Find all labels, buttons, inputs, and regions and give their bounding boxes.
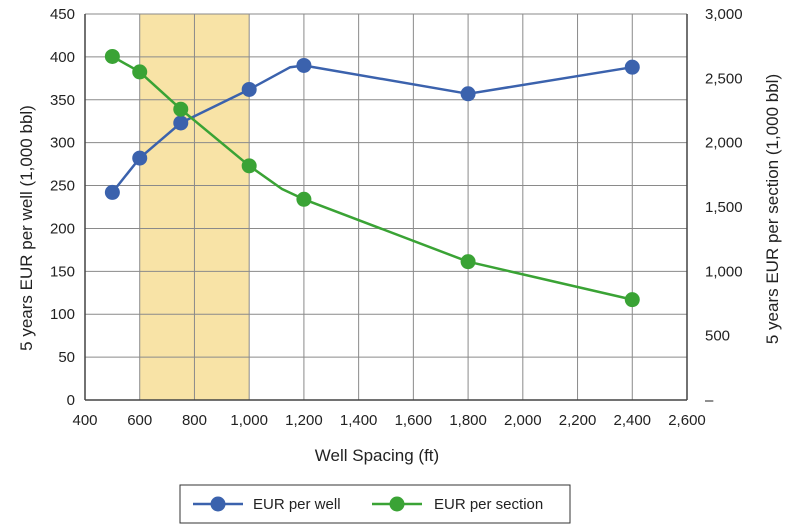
series-layer — [104, 48, 640, 308]
data-point — [460, 86, 476, 102]
x-tick-label: 2,000 — [504, 412, 542, 429]
data-point — [624, 59, 640, 75]
data-point — [624, 292, 640, 308]
legend: EUR per well EUR per section — [179, 484, 571, 524]
data-point — [132, 150, 148, 166]
legend-label: EUR per well — [253, 496, 341, 513]
x-tick-label: 2,400 — [613, 412, 651, 429]
legend-swatch-marker — [389, 496, 405, 512]
legend-label: EUR per section — [434, 496, 543, 513]
data-point — [241, 81, 257, 97]
data-point — [173, 101, 189, 117]
y-left-tick-label: 300 — [50, 135, 75, 152]
y-left-tick-label: 400 — [50, 49, 75, 66]
legend-swatch-marker — [210, 496, 226, 512]
data-point — [173, 115, 189, 131]
data-point — [104, 48, 120, 64]
data-point — [132, 64, 148, 80]
x-tick-label: 1,600 — [395, 412, 433, 429]
x-tick-label: 600 — [127, 412, 152, 429]
series-line — [111, 55, 633, 301]
y-right-tick-label: – — [705, 392, 714, 409]
y-right-tick-label: 2,000 — [705, 135, 743, 152]
y-right-tick-label: 3,000 — [705, 6, 743, 23]
data-point — [104, 184, 120, 200]
y-right-tick-label: 2,500 — [705, 70, 743, 87]
x-tick-label: 2,600 — [668, 412, 706, 429]
y-right-tick-label: 500 — [705, 328, 730, 345]
y-right-axis-title: 5 years EUR per section (1,000 bbl) — [763, 74, 782, 344]
series-line — [111, 64, 633, 194]
y-right-tick-label: 1,000 — [705, 263, 743, 280]
y-left-tick-label: 0 — [67, 392, 75, 409]
x-tick-label: 800 — [182, 412, 207, 429]
y-left-tick-label: 350 — [50, 92, 75, 109]
x-tick-label: 1,000 — [230, 412, 268, 429]
data-point — [296, 191, 312, 207]
y-left-tick-label: 50 — [58, 349, 75, 366]
grid-layer — [84, 13, 688, 401]
data-point — [241, 158, 257, 174]
x-tick-label: 400 — [72, 412, 97, 429]
x-tick-label: 2,200 — [559, 412, 597, 429]
y-left-tick-label: 150 — [50, 263, 75, 280]
data-point — [460, 254, 476, 270]
y-left-tick-label: 200 — [50, 220, 75, 237]
x-tick-label: 1,400 — [340, 412, 378, 429]
y-right-tick-label: 1,500 — [705, 199, 743, 216]
y-left-axis-title: 5 years EUR per well (1,000 bbl) — [17, 105, 36, 351]
x-axis-title: Well Spacing (ft) — [315, 446, 439, 465]
x-tick-label: 1,200 — [285, 412, 323, 429]
x-tick-label: 1,800 — [449, 412, 487, 429]
data-point — [296, 57, 312, 73]
y-left-tick-label: 250 — [50, 178, 75, 195]
y-left-tick-label: 450 — [50, 6, 75, 23]
y-left-tick-label: 100 — [50, 306, 75, 323]
tick-labels: 400 600 800 1,000 1,200 1,400 1,600 1,800 2,000 2… — [50, 6, 743, 429]
